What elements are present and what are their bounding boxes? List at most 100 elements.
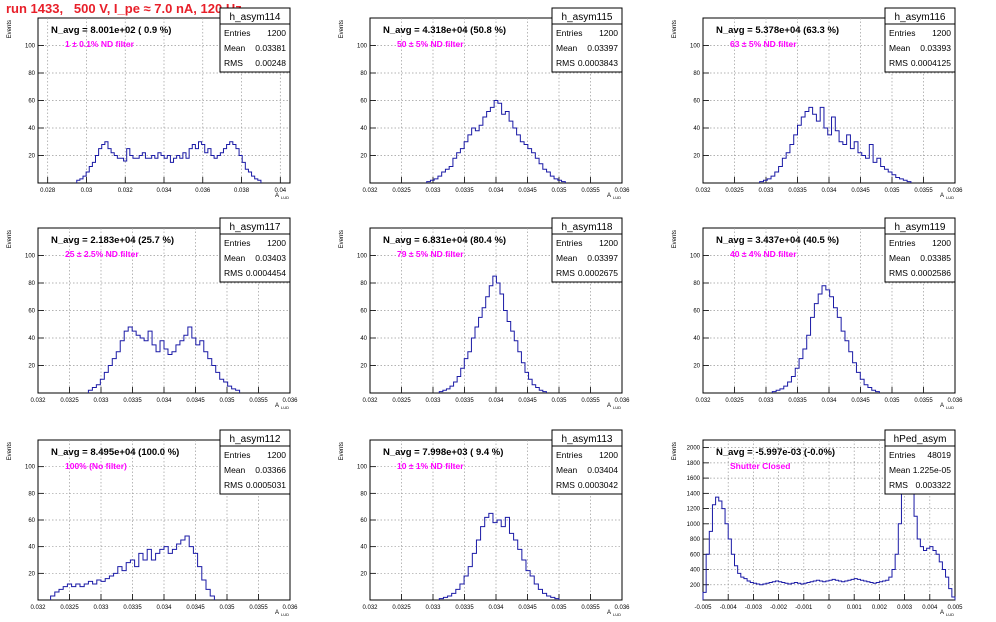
x-tick-label: 0.0335: [788, 398, 807, 404]
x-tick-label: 0.032: [695, 188, 711, 194]
stats-value-entries: 1200: [599, 238, 618, 248]
x-tick-label: 0.033: [425, 188, 441, 194]
x-tick-label: 0.035: [551, 188, 567, 194]
stats-label-rms: RMS: [556, 268, 575, 278]
filter-annotation: 10 ± 1% ND filter: [397, 461, 464, 471]
x-axis-label-subscript: LUD: [281, 405, 289, 410]
x-tick-label: 0.036: [947, 398, 963, 404]
x-tick-label: 0.0345: [518, 398, 537, 404]
filter-annotation: 40 ± 4% ND filter: [730, 249, 797, 259]
stats-label-rms: RMS: [224, 268, 243, 278]
histogram-title: N_avg = -5.997e-03 (-0.0%): [716, 447, 835, 458]
stats-box-title: h_asym115: [562, 12, 613, 23]
histogram-panel-h_asym114: 0.028 0.03 0.032 0.034 0.036 0.038 0.04 20 40 60 8…: [7, 7, 291, 200]
y-tick-label: 400: [690, 568, 701, 574]
filter-annotation: 79 ± 5% ND filter: [397, 249, 464, 259]
histogram-panel-h_asym119: 0.032 0.0325 0.033 0.0335 0.034 0.0345 0.035 0.…: [672, 217, 963, 410]
stats-box-title: h_asym117: [230, 222, 281, 233]
x-tick-label: 0.0335: [123, 398, 142, 404]
x-axis-label-subscript: LUD: [946, 405, 954, 410]
y-tick-label: 20: [360, 571, 367, 577]
y-tick-label: 60: [28, 518, 35, 524]
stats-label-rms: RMS: [889, 480, 908, 490]
x-tick-label: 0.0355: [581, 398, 600, 404]
histogram-panel-h_asym117: 0.032 0.0325 0.033 0.0335 0.034 0.0345 0.035 0.…: [7, 217, 298, 410]
x-axis-label: A: [607, 193, 611, 199]
y-tick-label: 20: [28, 364, 35, 370]
stats-box: [219, 429, 291, 495]
stats-label-mean: Mean: [889, 465, 911, 475]
histogram-panel-hPed_asym: -0.005 -0.004 -0.003 -0.002 -0.001 0 0.001 0.00…: [672, 429, 963, 617]
histogram-bars: [76, 141, 262, 183]
x-axis-label-subscript: LUD: [613, 612, 621, 617]
stats-box-title: h_asym116: [895, 12, 946, 23]
histogram-title: N_avg = 4.318e+04 (50.8 %): [383, 25, 506, 36]
y-axis-label: Events: [339, 230, 345, 248]
x-tick-label: 0.028: [40, 188, 56, 194]
x-tick-label: 0.001: [847, 605, 863, 611]
x-axis-label: A: [275, 610, 279, 616]
stats-label-mean: Mean: [224, 43, 246, 53]
x-axis-label: A: [275, 193, 279, 199]
x-tick-label: -0.004: [720, 605, 738, 611]
filter-annotation: 50 ± 5% ND filter: [397, 39, 464, 49]
y-tick-label: 1800: [687, 461, 701, 467]
y-tick-label: 100: [25, 465, 36, 471]
stats-box-title: h_asym112: [230, 434, 281, 445]
histogram-bars: [87, 326, 241, 393]
stats-label-entries: Entries: [889, 28, 915, 38]
y-axis-label: Events: [672, 442, 678, 460]
x-tick-label: 0.038: [234, 188, 250, 194]
stats-value-mean: 0.03404: [587, 465, 618, 475]
x-tick-label: 0.035: [219, 605, 235, 611]
stats-label-entries: Entries: [556, 28, 582, 38]
filter-annotation: 1 ± 0.1% ND filter: [65, 39, 135, 49]
x-tick-label: 0.003: [897, 605, 913, 611]
y-tick-label: 20: [360, 364, 367, 370]
y-tick-label: 60: [360, 309, 367, 315]
x-tick-label: 0.034: [488, 605, 504, 611]
histogram-title: N_avg = 6.831e+04 (80.4 %): [383, 235, 506, 246]
stats-value-rms: 0.0003042: [578, 480, 618, 490]
y-tick-label: 2000: [687, 446, 701, 452]
x-tick-label: 0.0355: [581, 188, 600, 194]
x-tick-label: 0.0325: [725, 188, 744, 194]
stats-value-mean: 0.03397: [587, 43, 618, 53]
x-tick-label: 0.033: [425, 398, 441, 404]
x-tick-label: 0.004: [922, 605, 938, 611]
x-axis-label: A: [607, 403, 611, 409]
stats-label-rms: RMS: [889, 268, 908, 278]
x-tick-label: 0.0325: [60, 398, 79, 404]
x-tick-label: 0.0335: [455, 188, 474, 194]
x-tick-label: 0.03: [81, 188, 93, 194]
y-tick-label: 40: [693, 336, 700, 342]
stats-label-entries: Entries: [556, 450, 582, 460]
histogram-bars: [426, 100, 566, 183]
y-tick-label: 40: [28, 126, 35, 132]
stats-value-mean: 0.03393: [920, 43, 951, 53]
stats-label-entries: Entries: [556, 238, 582, 248]
x-tick-label: 0.0345: [186, 398, 205, 404]
stats-value-rms: 0.0002586: [911, 268, 951, 278]
stats-box: [884, 429, 956, 495]
y-tick-label: 40: [28, 545, 35, 551]
histogram-bars: [759, 106, 912, 183]
histogram-panel-h_asym115: 0.032 0.0325 0.033 0.0335 0.034 0.0345 0.035 0.…: [339, 7, 630, 200]
histogram-panel-h_asym113: 0.032 0.0325 0.033 0.0335 0.034 0.0345 0.035 0.…: [339, 429, 630, 617]
x-tick-label: 0.0355: [914, 398, 933, 404]
stats-value-entries: 1200: [599, 450, 618, 460]
stats-label-mean: Mean: [224, 465, 246, 475]
histogram-title: N_avg = 3.437e+04 (40.5 %): [716, 235, 839, 246]
x-axis-label: A: [940, 403, 944, 409]
x-tick-label: 0.0335: [455, 605, 474, 611]
y-tick-label: 1200: [687, 507, 701, 513]
stats-label-mean: Mean: [889, 43, 911, 53]
stats-label-rms: RMS: [224, 480, 243, 490]
x-axis-label-subscript: LUD: [946, 195, 954, 200]
x-tick-label: 0.034: [821, 188, 837, 194]
x-axis-label-subscript: LUD: [281, 195, 289, 200]
y-tick-label: 40: [693, 126, 700, 132]
x-tick-label: 0.0345: [851, 398, 870, 404]
filter-annotation: 25 ± 2.5% ND filter: [65, 249, 139, 259]
